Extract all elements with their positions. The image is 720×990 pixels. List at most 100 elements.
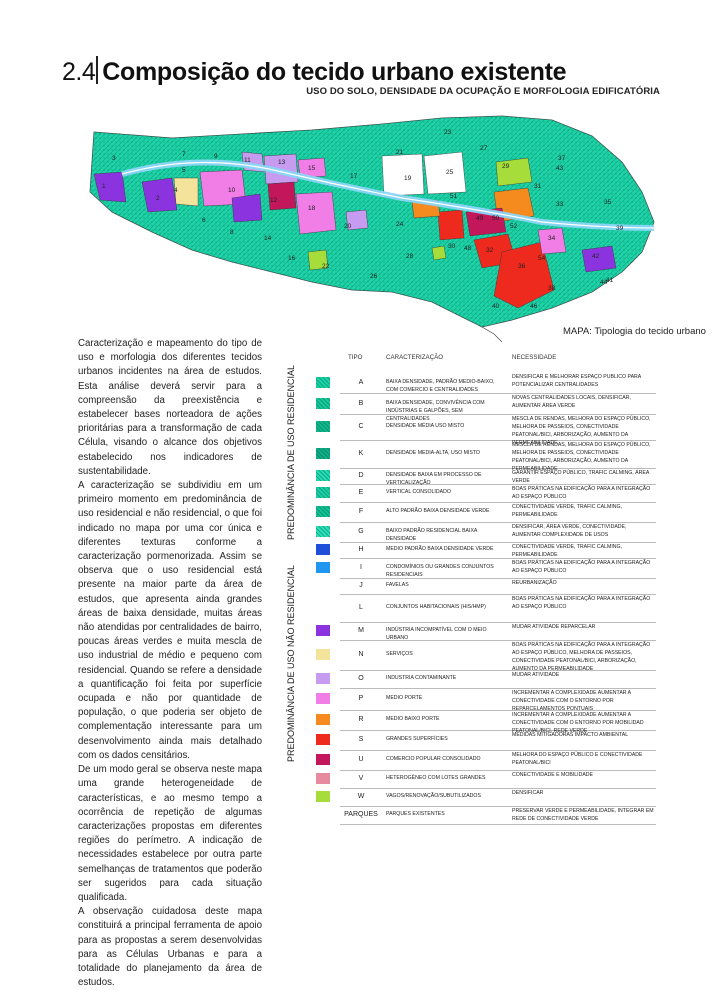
legend-caracterizacao: INDÚSTRIA INCOMPATÍVEL COM O MEIO URBANO xyxy=(386,627,487,641)
map-cell-label: 39 xyxy=(616,225,624,232)
map-cell-label: 2 xyxy=(156,195,160,202)
map-cell-label: 49 xyxy=(476,215,484,222)
legend-swatch xyxy=(316,562,330,573)
legend-col-necessidade: NECESSIDADE xyxy=(512,354,557,361)
map-cell-label: 52 xyxy=(510,223,518,230)
legend-caracterizacao: PARQUES EXISTENTES xyxy=(386,811,445,817)
paragraph-3: De um modo geral se observa neste mapa u… xyxy=(78,764,262,903)
group-label-residential: PREDOMINÂNCIA DE USO RESIDENCIAL xyxy=(286,364,296,540)
map-cell-label: 24 xyxy=(396,221,404,228)
legend-caracterizacao: VERTICAL CONSOLIDADO xyxy=(386,489,451,495)
legend-code: W xyxy=(357,793,365,800)
map-cell-label: 8 xyxy=(230,229,234,236)
legend-swatch xyxy=(316,376,330,388)
urban-fabric-map: 1 2 3 4 5 6 7 8 9 10 11 12 13 14 15 16 17 18 19 20 21 22 23 24 2… xyxy=(82,112,658,343)
legend-caracterizacao: BAIXA DENSIDADE, PADRÃO MEDIO-BAIXO, COM… xyxy=(386,378,495,393)
legend-row: E VERTICAL CONSOLIDADO BOAS PRÁTICAS NA ED… xyxy=(340,484,656,503)
legend-necessidade: BOAS PRÁTICAS NA EDIFICAÇÃO PARA A INTEG… xyxy=(512,560,651,574)
legend-swatch xyxy=(316,470,330,481)
legend-row: R MEDIO BAIXO PORTE INCREMENTAR A COMPLEXI… xyxy=(340,710,656,734)
page-header: 2.4 Composição do tecido urbano existente xyxy=(62,56,662,87)
section-number: 2.4 xyxy=(62,58,96,86)
legend-necessidade: NOVAS CENTRALIDADES LOCAIS, DENSIFICAR, … xyxy=(512,395,631,409)
map-cell-label: 33 xyxy=(556,201,564,208)
map-cell-label: 14 xyxy=(264,235,272,242)
legend-code: F xyxy=(358,508,364,515)
legend-necessidade: MESCLA DE RENDAS, MELHORA DO ESPAÇO PÚBL… xyxy=(512,416,651,446)
legend-row: PARQUES PARQUES EXISTENTES PRESERVAR VERDE… xyxy=(340,806,656,825)
legend-swatch xyxy=(316,397,330,409)
legend-caracterizacao: COMERCIO POPULAR CONSOLIDADO xyxy=(386,756,481,762)
legend-code: U xyxy=(358,756,364,763)
legend-necessidade: CONECTIVIDADE VERDE, TRAFIC CALMING, PER… xyxy=(512,544,623,558)
map-cell-label: 25 xyxy=(446,169,454,176)
map-cell-label: 21 xyxy=(396,149,404,156)
legend-caracterizacao: BAIXA DENSIDADE, CONVIVÊNCIA COM INDÚSTR… xyxy=(386,399,485,422)
map-cell-label: 23 xyxy=(444,129,452,136)
map-cell-label: 48 xyxy=(464,245,472,252)
legend-caracterizacao: SERVIÇOS xyxy=(386,651,413,657)
legend-caracterizacao: CONDOMÍNIOS OU GRANDES CONJUNTOS RESIDEN… xyxy=(386,564,494,578)
legend-swatch xyxy=(316,544,330,555)
map-cell-label: 26 xyxy=(370,273,378,280)
legend-code: PARQUES xyxy=(344,811,378,818)
legend-necessidade: DENSIFICAR, ÁREA VERDE, CONECTIVIDADE, A… xyxy=(512,524,627,538)
legend-row: H MEDIO PADRÃO BAIXA DENSIDADE VERDE CONEC… xyxy=(340,542,656,559)
legend-swatch xyxy=(316,421,330,432)
legend-code: J xyxy=(359,582,363,589)
map-cell-label: 19 xyxy=(404,175,412,182)
legend-necessidade: PRESERVAR VERDE E PERMEABILIDADE, INTEGR… xyxy=(512,808,654,822)
map-cell-label: 1 xyxy=(102,183,106,190)
legend-row: D DENSIDADE BAIXA EM PROCESSO DE VERTICAL… xyxy=(340,468,656,486)
legend-code: N xyxy=(358,651,364,658)
legend-row: V HETEROGÊNEO COM LOTES GRANDES CONECTIVID… xyxy=(340,770,656,789)
legend-swatch xyxy=(316,526,330,537)
legend-caracterizacao: DENSIDADE BAIXA EM PROCESSO DE VERTICALI… xyxy=(386,472,482,486)
map-cell-label: 31 xyxy=(534,183,542,190)
map-cell-label: 32 xyxy=(486,247,494,254)
legend-row: M INDÚSTRIA INCOMPATÍVEL COM O MEIO URBAN… xyxy=(340,622,656,641)
map-cell-label: 27 xyxy=(480,145,488,152)
legend-necessidade: CONECTIVIDADE VERDE, TRAFIC CALMING, PER… xyxy=(512,504,623,518)
legend-necessidade: BOAS PRÁTICAS NA EDIFICAÇÃO PARA A INTEG… xyxy=(512,596,651,610)
map-cell-label: 38 xyxy=(548,285,556,292)
legend-code: O xyxy=(358,675,364,682)
legend-code: E xyxy=(358,489,364,496)
map-cell-label: 4 xyxy=(174,187,178,194)
map-cell-label: 44 xyxy=(600,279,608,286)
legend-code: S xyxy=(358,736,364,743)
legend-row: K DENSIDADE MEDIA-ALTA, USO MISTO MESCLA D… xyxy=(340,440,656,472)
paragraph-2: A caracterização se subdividiu em um pri… xyxy=(78,480,262,761)
legend-col-caracterizacao: CARACTERIZAÇÃO xyxy=(386,354,444,361)
legend-row: W VAGOS/RENOVAÇÃO/SUBUTILIZADOS DENSIFICAR xyxy=(340,788,656,807)
legend-row: P MEDIO PORTE INCREMENTAR A COMPLEXIDADE A… xyxy=(340,688,656,712)
map-cell-label: 13 xyxy=(278,159,286,166)
map-cell-label: 43 xyxy=(556,165,564,172)
legend-caracterizacao: MEDIO PADRÃO BAIXA DENSIDADE VERDE xyxy=(386,546,494,552)
legend-necessidade: INCREMENTAR A COMPLEXIDADE AUMENTAR A CO… xyxy=(512,712,644,734)
map-cell-label: 22 xyxy=(322,263,330,270)
map-cell-label: 46 xyxy=(530,303,538,310)
legend-caracterizacao: MEDIO BAIXO PORTE xyxy=(386,716,440,722)
map-cell-label: 28 xyxy=(406,253,414,260)
legend-code: B xyxy=(358,399,364,407)
map-cell-label: 3 xyxy=(112,155,116,162)
paragraph-4: A observação cuidadosa deste mapa consti… xyxy=(78,906,262,989)
legend-necessidade: REURBANIZAÇÃO xyxy=(512,580,557,586)
map-cell-label: 5 xyxy=(182,167,186,174)
legend-row: L CONJUNTOS HABITACIONAIS (HIS/HMP) BOAS P… xyxy=(340,594,656,623)
map-cell-label: 6 xyxy=(202,217,206,224)
legend-row: S GRANDES SUPERFÍCIES MEDIDAS MITIGADORAS … xyxy=(340,730,656,751)
legend-swatch xyxy=(316,693,330,704)
legend-row: U COMERCIO POPULAR CONSOLIDADO MELHORA DO … xyxy=(340,750,656,771)
legend-row: C DENSIDADE MÉDIA USO MISTO MESCLA DE REND… xyxy=(340,414,656,446)
legend-necessidade: CONECTIVIDADE E MOBILIDADE xyxy=(512,772,593,778)
legend-code: G xyxy=(358,528,364,535)
map-cell-label: 12 xyxy=(270,197,278,204)
legend-code: D xyxy=(358,472,364,479)
map-cell-label: 29 xyxy=(502,163,510,170)
legend-caracterizacao: DENSIDADE MÉDIA USO MISTO xyxy=(386,423,465,429)
legend-caracterizacao: CONJUNTOS HABITACIONAIS (HIS/HMP) xyxy=(386,604,486,610)
legend-necessidade: DENSIFICAR E MELHORAR ESPAÇO PUBLICO PAR… xyxy=(512,374,641,388)
legend-code: H xyxy=(358,546,364,553)
